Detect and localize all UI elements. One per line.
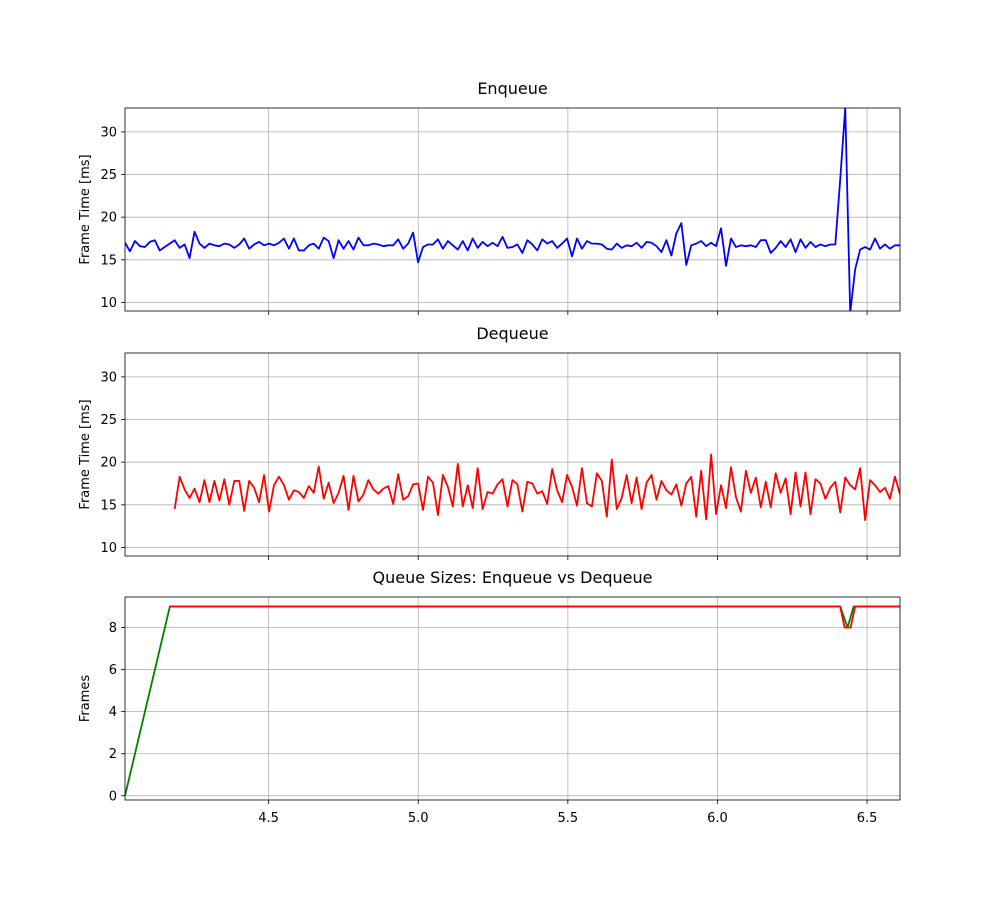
x-tick-label: 6.0 bbox=[707, 811, 728, 826]
plot-frame bbox=[124, 352, 901, 557]
y-tick-label: 15 bbox=[100, 253, 117, 268]
chart-title: Queue Sizes: Enqueue vs Dequeue bbox=[373, 568, 653, 587]
y-tick-label: 6 bbox=[109, 663, 117, 678]
y-tick-label: 8 bbox=[109, 621, 117, 636]
y-tick-label: 2 bbox=[109, 747, 117, 762]
series-line-1 bbox=[169, 605, 900, 629]
x-tick-label: 5.0 bbox=[408, 811, 429, 826]
plot-frame bbox=[124, 596, 901, 801]
y-tick-label: 10 bbox=[100, 541, 117, 556]
y-tick-label: 25 bbox=[100, 168, 117, 183]
y-tick-label: 25 bbox=[100, 413, 117, 428]
x-tick-label: 4.5 bbox=[258, 811, 279, 826]
y-tick-label: 4 bbox=[109, 705, 117, 720]
y-tick-label: 20 bbox=[100, 211, 117, 226]
series-line-0 bbox=[173, 453, 900, 522]
chart-title: Enqueue bbox=[477, 79, 547, 98]
y-tick-label: 30 bbox=[100, 370, 117, 385]
x-tick-label: 5.5 bbox=[558, 811, 579, 826]
y-tick-label: 30 bbox=[100, 125, 117, 140]
y-axis-label: Frame Time [ms] bbox=[78, 399, 93, 509]
y-tick-label: 15 bbox=[100, 498, 117, 513]
series-line-0 bbox=[125, 605, 900, 796]
y-tick-label: 10 bbox=[100, 296, 117, 311]
y-axis-label: Frame Time [ms] bbox=[78, 154, 93, 264]
enqueue-chart-panel: 10 15 20 25 30 Enqueue Frame Time [ms] bbox=[78, 79, 901, 315]
plot-frame bbox=[124, 107, 901, 312]
series-line-0 bbox=[125, 108, 900, 311]
x-tick-label: 6.5 bbox=[857, 811, 878, 826]
queue-sizes-chart-panel: 4.5 5.0 5.5 6.0 6.5 0 2 4 6 8 Queue Sizes: Enqueue… bbox=[78, 568, 901, 826]
dequeue-chart-panel: 10 15 20 25 30 Dequeue Frame Time [ms] bbox=[78, 324, 901, 560]
y-tick-label: 20 bbox=[100, 456, 117, 471]
y-tick-label: 0 bbox=[109, 789, 117, 804]
y-axis-label: Frames bbox=[78, 675, 93, 723]
chart-title: Dequeue bbox=[476, 324, 548, 343]
